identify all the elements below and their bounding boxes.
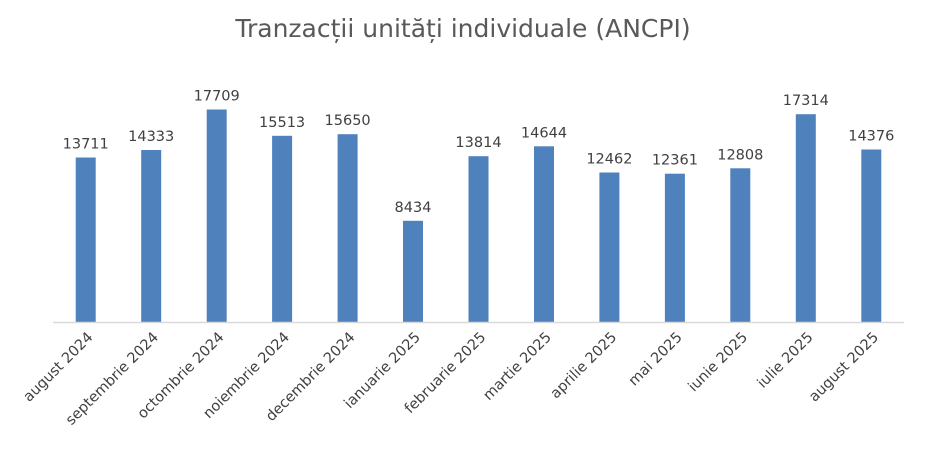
bar-5: [337, 134, 358, 322]
value-label-10: 12361: [652, 153, 698, 169]
bar-10: [664, 173, 685, 322]
value-label-12: 17314: [783, 93, 829, 109]
x-tick-label-10: mai 2025: [626, 330, 686, 390]
bar-13: [861, 149, 882, 322]
value-label-1: 13711: [63, 137, 109, 153]
x-tick-label-11: iunie 2025: [685, 330, 751, 396]
value-label-6: 8434: [395, 200, 432, 216]
bar-9: [599, 172, 620, 322]
x-tick-label-8: martie 2025: [480, 330, 554, 404]
bar-12: [795, 114, 816, 322]
value-label-5: 15650: [325, 113, 371, 129]
value-label-9: 12462: [586, 152, 632, 168]
x-tick-label-13: august 2025: [806, 330, 882, 406]
value-label-4: 15513: [259, 115, 305, 131]
bar-11: [730, 168, 751, 322]
x-tick-label-9: aprilie 2025: [548, 330, 621, 403]
value-label-2: 14333: [128, 129, 174, 145]
value-label-3: 17709: [194, 89, 240, 105]
bar-3: [206, 109, 227, 322]
value-label-11: 12808: [717, 147, 763, 163]
value-label-7: 13814: [455, 135, 501, 151]
value-label-group: 13711 14333 17709 15513 15650 8434 13814 14644 1…: [63, 89, 895, 216]
bar-group: [75, 109, 882, 322]
value-label-8: 14644: [521, 125, 567, 141]
bar-8: [534, 146, 554, 322]
bar-2: [141, 150, 162, 322]
bar-6: [403, 220, 423, 322]
bar-4: [272, 135, 293, 322]
bar-1: [75, 157, 96, 322]
bar-7: [468, 156, 489, 322]
x-tick-label-12: iulie 2025: [755, 330, 817, 392]
chart-title: Tranzacții unități individuale (ANCPI): [235, 14, 691, 43]
value-label-13: 14376: [848, 129, 894, 145]
